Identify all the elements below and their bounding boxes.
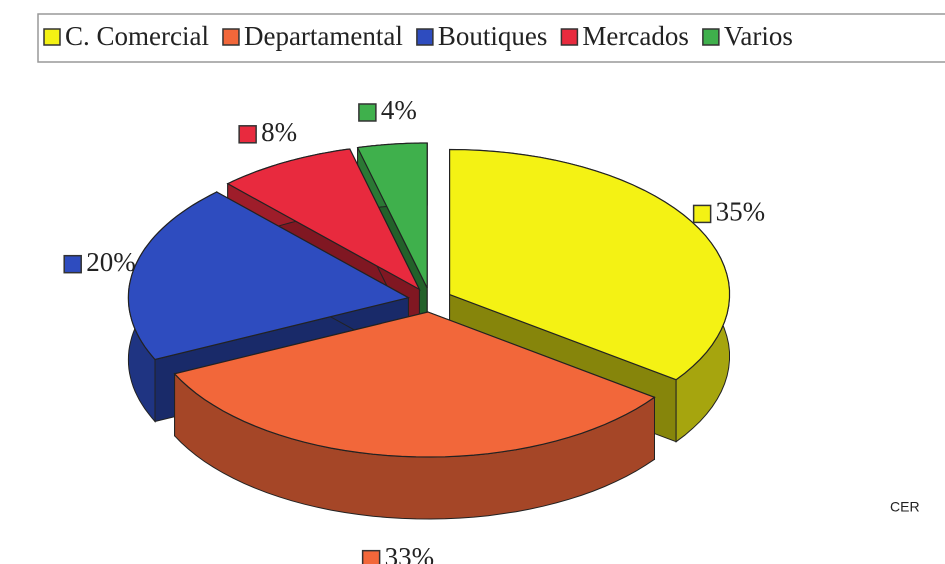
data-label-text: 33% <box>385 542 435 564</box>
slice-top <box>356 142 428 289</box>
slice <box>173 311 656 520</box>
data-label-swatch <box>238 125 257 144</box>
data-label-text: 35% <box>716 197 766 227</box>
data-label-swatch <box>358 103 377 122</box>
data-label-text: 8% <box>261 117 297 147</box>
slice-top <box>449 148 731 381</box>
data-label: 4% <box>358 95 417 125</box>
legend-label: C. Comercial <box>65 21 209 51</box>
data-label-text: 4% <box>381 95 417 125</box>
legend-swatch <box>43 28 61 46</box>
data-label-swatch <box>63 254 82 274</box>
slice-top <box>127 191 411 361</box>
data-label-swatch <box>361 549 381 564</box>
legend-swatch <box>222 28 240 46</box>
data-label-text: 20% <box>86 247 135 277</box>
legend-swatch <box>416 28 434 46</box>
annotation: CER <box>890 499 920 515</box>
legend-box <box>37 13 945 63</box>
slice-top <box>226 148 421 291</box>
legend-label: Mercados <box>582 21 688 51</box>
data-label: 8% <box>238 117 297 147</box>
data-label: 33% <box>361 542 435 564</box>
data-label: 35% <box>692 197 766 227</box>
legend-swatch <box>560 28 579 46</box>
data-label: 20% <box>63 247 136 277</box>
legend-label: Departamental <box>244 21 403 51</box>
slice-top <box>173 311 656 458</box>
legend-swatch <box>702 28 720 46</box>
legend-label: Boutiques <box>438 21 548 51</box>
data-label-swatch <box>692 204 712 224</box>
legend-label: Varios <box>724 21 793 51</box>
